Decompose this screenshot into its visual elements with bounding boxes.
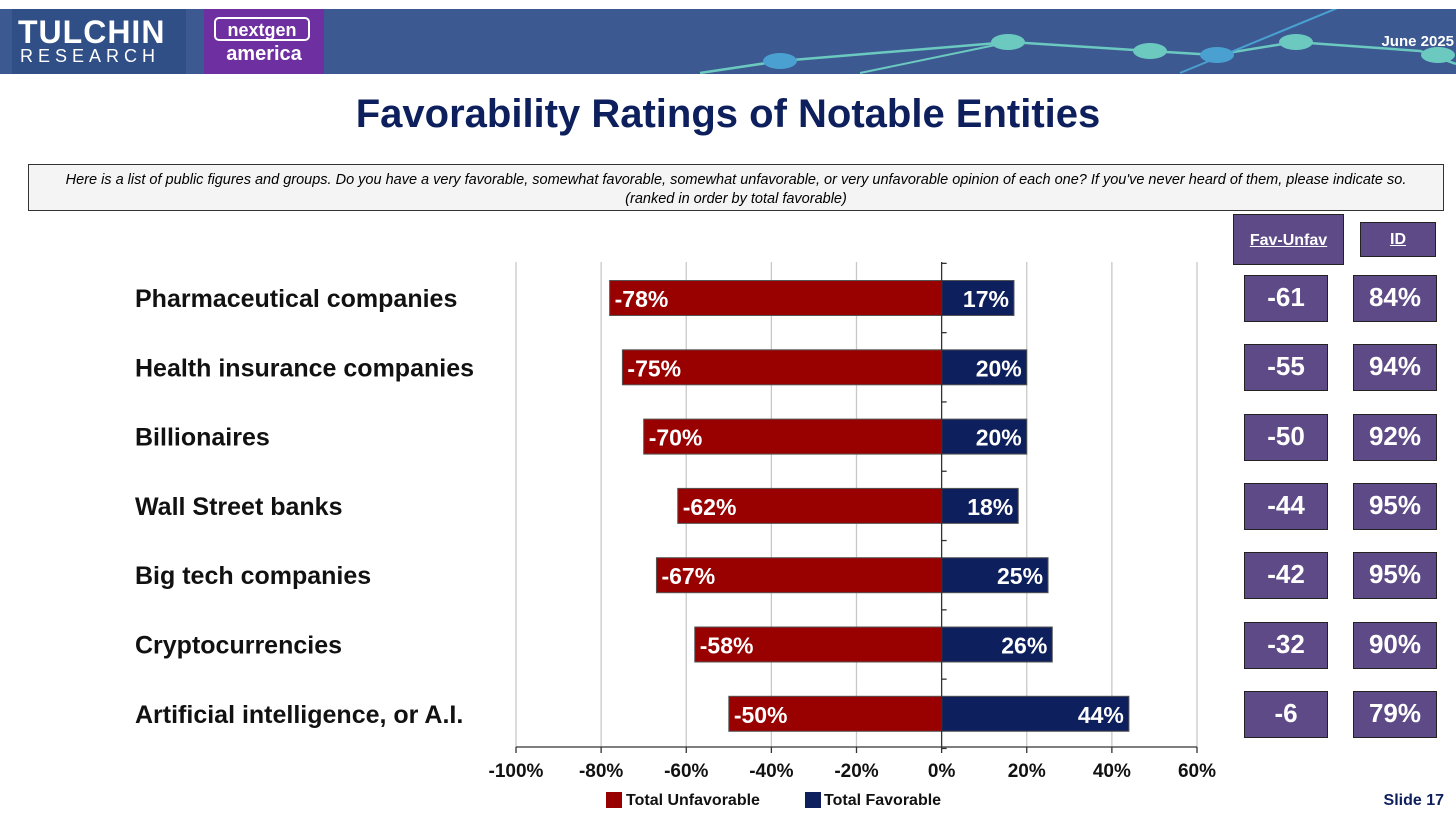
x-tick-label: -60% [664,761,708,782]
legend-label-favorable: Total Favorable [824,792,941,809]
legend-label-unfavorable: Total Unfavorable [626,792,760,809]
unfavorable-data-label: -70% [649,425,703,451]
legend-swatch-favorable [805,792,821,808]
favorable-data-label: 18% [967,494,1013,520]
favorable-bar [941,418,1028,455]
category-label: Pharmaceutical companies [135,285,457,313]
x-tick-label: -20% [834,761,878,782]
x-tick-label: 20% [1008,761,1046,782]
x-tick-label: -40% [749,761,793,782]
favorable-bar [941,626,1053,663]
slide-title: Favorability Ratings of Notable Entities [355,92,1101,136]
unfavorable-data-label: -78% [615,286,669,312]
id-cell: 79% [1353,690,1437,738]
partner-logo-bottom: america [226,43,302,65]
unfavorable-bar [694,626,943,663]
logo-secondary-text: RESEARCH [20,46,161,66]
unfavorable-bar [677,487,943,524]
unfavorable-bar [655,557,943,594]
x-tick-label: -100% [489,761,544,782]
id-cell: 92% [1353,413,1437,461]
fav-unfav-cell: -32 [1244,621,1328,669]
unfavorable-bar [609,280,943,316]
fav-unfav-cell: -6 [1244,690,1328,738]
category-label: Health insurance companies [135,354,474,382]
fav-unfav-header: Fav-Unfav [1233,214,1344,265]
tulchin-logo: TULCHIN RESEARCH [12,9,186,74]
favorable-bar [941,349,1028,386]
fav-unfav-cell: -50 [1244,413,1328,461]
id-cell: 90% [1353,621,1437,669]
partner-logo-top: nextgen [214,17,310,41]
favorable-bar [941,487,1019,524]
x-tick-label: 0% [928,761,956,782]
favorable-data-label: 25% [997,563,1043,589]
report-date: June 2025 [1381,33,1454,50]
nextgen-america-logo: nextgen america [204,9,324,74]
x-tick-label: -80% [579,761,623,782]
unfavorable-bar [728,695,943,732]
favorable-data-label: 44% [1078,702,1124,728]
fav-unfav-cell: -55 [1244,344,1328,392]
favorable-bar [941,280,1015,316]
favorable-data-label: 26% [1001,633,1047,659]
unfavorable-data-label: -50% [734,702,788,728]
category-label: Billionaires [135,424,270,452]
question-text-box: Here is a list of public figures and gro… [28,164,1444,211]
logo-primary-text: TULCHIN [18,14,166,50]
category-label: Wall Street banks [135,493,342,521]
slide-number: Slide 17 [1383,792,1444,809]
unfavorable-data-label: -67% [661,563,715,589]
fav-unfav-cell: -42 [1244,552,1328,600]
decorative-network-graphic [699,9,1456,74]
favorable-data-label: 20% [976,355,1022,381]
id-cell: 95% [1353,552,1437,600]
id-header: ID [1360,222,1436,257]
x-tick-label: 60% [1178,761,1216,782]
favorable-data-label: 20% [976,425,1022,451]
favorable-bar [941,557,1049,594]
legend-swatch-unfavorable [606,792,622,808]
fav-unfav-cell: -44 [1244,482,1328,530]
category-label: Artificial intelligence, or A.I. [135,701,463,729]
unfavorable-data-label: -75% [627,355,681,381]
category-label: Big tech companies [135,562,371,590]
fav-unfav-cell: -61 [1244,275,1328,322]
unfavorable-bar [621,349,943,386]
header-banner: TULCHIN RESEARCH nextgen america June 20… [0,9,1456,74]
id-cell: 94% [1353,344,1437,392]
unfavorable-data-label: -62% [683,494,737,520]
category-label: Cryptocurrencies [135,632,342,660]
favorable-bar [941,695,1130,732]
id-cell: 95% [1353,482,1437,530]
x-tick-label: 40% [1093,761,1131,782]
unfavorable-data-label: -58% [700,633,754,659]
id-cell: 84% [1353,275,1437,322]
favorable-data-label: 17% [963,286,1009,312]
